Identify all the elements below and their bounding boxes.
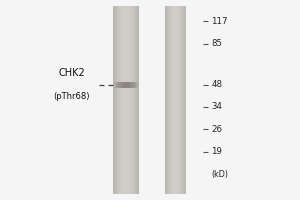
Bar [120, 82, 121, 88]
Text: CHK2: CHK2 [58, 68, 85, 78]
Bar [132, 6, 133, 194]
Bar [117, 6, 118, 194]
Bar [169, 6, 170, 194]
Text: 85: 85 [212, 39, 223, 48]
Bar [184, 6, 185, 194]
Bar [178, 6, 179, 194]
Bar [173, 6, 174, 194]
Bar [114, 6, 115, 194]
Bar [170, 6, 171, 194]
Bar [125, 6, 126, 194]
Bar [126, 82, 128, 88]
Bar [127, 6, 128, 194]
Bar [166, 6, 167, 194]
Bar [177, 6, 178, 194]
Text: 48: 48 [212, 80, 223, 89]
Bar [118, 6, 119, 194]
Bar [174, 6, 175, 194]
Bar [113, 82, 115, 88]
Bar [171, 6, 172, 194]
Bar [124, 82, 125, 88]
Bar [128, 6, 129, 194]
Bar [122, 82, 124, 88]
Bar [176, 6, 177, 194]
Text: 34: 34 [212, 102, 223, 111]
Bar [137, 6, 138, 194]
Bar [131, 82, 133, 88]
Bar [133, 6, 134, 194]
Bar [125, 82, 126, 88]
Bar [173, 6, 174, 194]
Bar [132, 82, 134, 88]
Bar [124, 6, 125, 194]
Bar [118, 6, 119, 194]
Bar [115, 82, 116, 88]
Bar [134, 6, 136, 194]
Bar [129, 6, 130, 194]
Bar [175, 6, 176, 194]
Text: (kD): (kD) [212, 170, 229, 179]
Bar [181, 6, 182, 194]
Bar [168, 6, 169, 194]
Bar [137, 82, 139, 88]
Bar [134, 82, 135, 88]
Bar [115, 6, 116, 194]
Text: 117: 117 [212, 17, 228, 26]
Bar [117, 82, 118, 88]
Bar [127, 82, 129, 88]
Bar [185, 6, 186, 194]
Bar [130, 6, 131, 194]
Bar [131, 6, 132, 194]
Bar [130, 82, 131, 88]
Bar [121, 82, 122, 88]
Bar [120, 6, 121, 194]
Bar [165, 6, 166, 194]
Bar [135, 82, 136, 88]
Text: 19: 19 [212, 147, 222, 156]
Bar [180, 6, 181, 194]
Bar [126, 6, 127, 194]
Bar [183, 6, 184, 194]
Bar [180, 6, 181, 194]
Bar [138, 6, 139, 194]
Bar [122, 6, 123, 194]
Bar [172, 6, 173, 194]
Bar [129, 82, 130, 88]
Bar [129, 6, 130, 194]
Bar [121, 6, 122, 194]
Text: (pThr68): (pThr68) [54, 92, 90, 101]
Bar [182, 6, 183, 194]
Text: 26: 26 [212, 125, 223, 134]
Bar [113, 6, 114, 194]
Bar [116, 82, 117, 88]
Bar [134, 6, 135, 194]
Bar [169, 6, 170, 194]
Bar [118, 82, 120, 88]
Bar [135, 6, 136, 194]
Bar [116, 6, 117, 194]
Bar [167, 6, 168, 194]
Bar [136, 6, 137, 194]
Bar [184, 6, 186, 194]
Bar [182, 6, 184, 194]
Bar [123, 6, 124, 194]
Bar [171, 6, 172, 194]
Bar [136, 82, 138, 88]
Bar [179, 6, 180, 194]
Bar [119, 6, 120, 194]
